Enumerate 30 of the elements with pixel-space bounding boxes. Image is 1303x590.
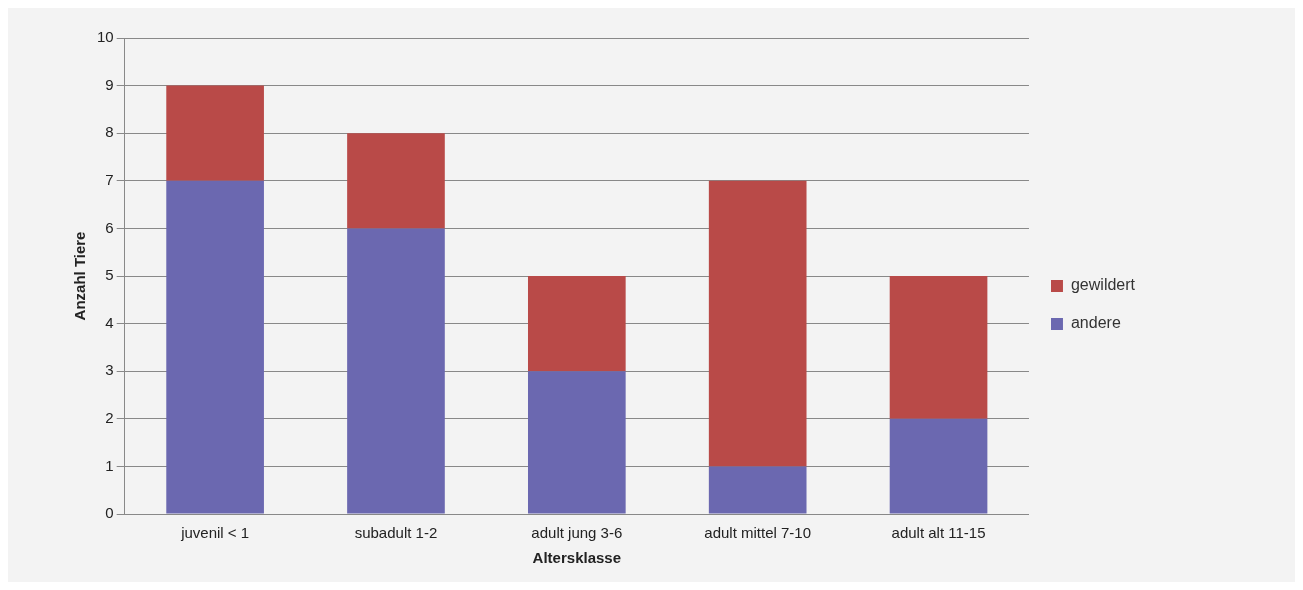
bar: [347, 228, 445, 514]
legend-label: andere: [1070, 314, 1121, 332]
bar: [347, 133, 445, 229]
x-axis-title: Altersklasse: [532, 549, 622, 567]
y-tick-label: 0: [105, 504, 114, 522]
bar: [889, 276, 988, 419]
y-tick-label: 1: [105, 456, 114, 474]
bar: [166, 180, 264, 514]
bar: [166, 85, 264, 181]
y-tick-label: 8: [105, 123, 114, 141]
x-tick-label: juvenil < 1: [180, 524, 250, 542]
y-tick-label: 4: [105, 313, 114, 331]
y-tick-label: 10: [97, 28, 114, 46]
bar: [889, 418, 988, 514]
x-tick-label: adult alt 11-15: [891, 524, 986, 542]
y-tick-label: 6: [105, 218, 114, 236]
y-tick-label: 3: [105, 361, 114, 379]
y-tick-label: 5: [105, 266, 114, 284]
x-tick-label: adult mittel 7-10: [704, 524, 812, 542]
bar: [708, 466, 807, 514]
y-axis-title: Anzahl Tiere: [71, 231, 89, 321]
y-tick-label: 9: [105, 75, 114, 93]
bar: [528, 371, 626, 514]
legend-label: gewildert: [1070, 276, 1136, 294]
y-tick-label: 2: [105, 408, 114, 426]
y-tick-label: 7: [105, 170, 114, 188]
x-tick-label: adult jung 3-6: [531, 524, 623, 542]
bar: [708, 180, 807, 467]
x-tick-label: subadult 1-2: [354, 524, 438, 542]
bar: [528, 276, 626, 372]
